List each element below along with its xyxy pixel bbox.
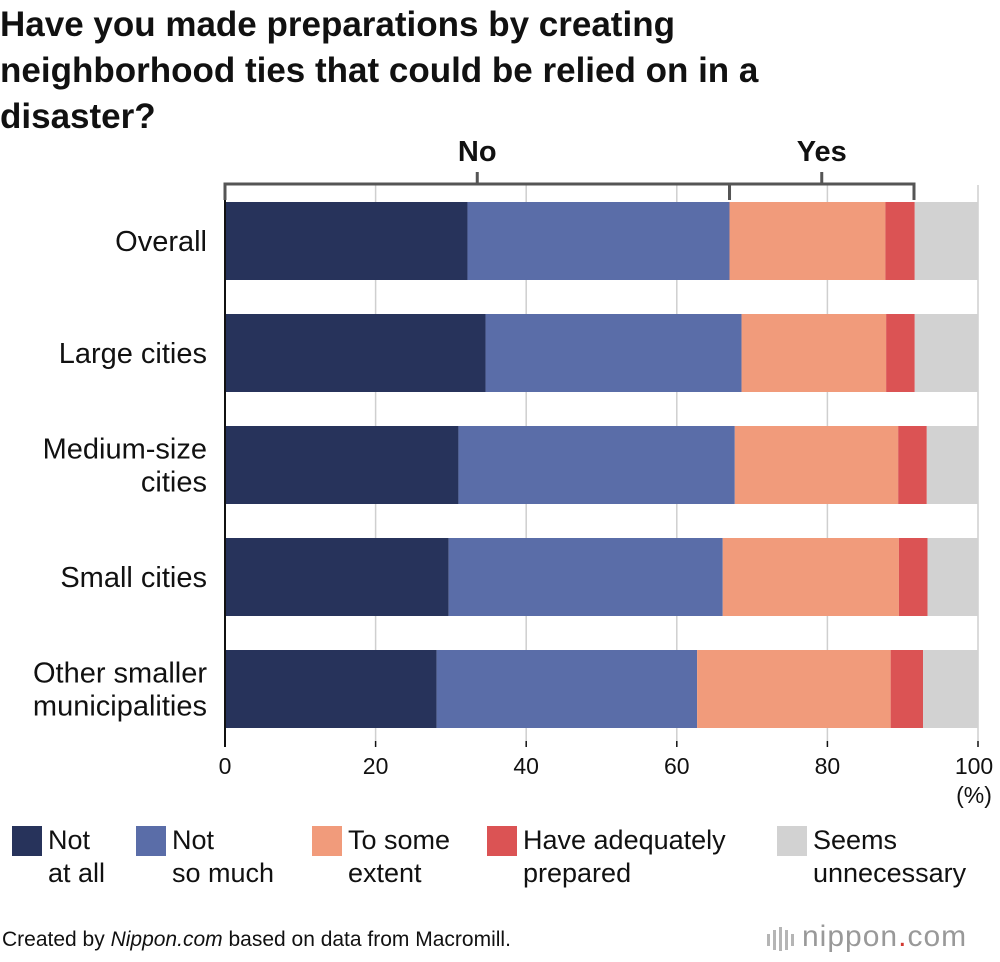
x-tick-label-80: 80 — [815, 753, 841, 779]
bar-segment-3-4 — [927, 538, 978, 616]
category-label-1: Large cities — [59, 338, 207, 370]
logo-tld: com — [907, 920, 968, 953]
group-label-no: No — [458, 136, 497, 168]
x-unit-label: (%) — [956, 782, 992, 808]
bar-segment-2-2 — [734, 426, 899, 504]
logo-text: nippon.com — [802, 920, 967, 954]
legend-label-not-so-much: Not so much — [172, 825, 275, 888]
bar-segment-4-2 — [697, 650, 891, 728]
bar-segment-0-3 — [885, 202, 915, 280]
legend-label-not-at-all: Not at all — [48, 825, 106, 888]
bar-segment-2-3 — [898, 426, 927, 504]
bar-segment-3-2 — [722, 538, 899, 616]
bar-segment-0-0 — [225, 202, 468, 280]
source-prefix: Created by — [2, 928, 111, 951]
group-bracket-yes — [728, 182, 916, 200]
bar-segment-0-1 — [467, 202, 730, 280]
bar-segment-2-0 — [225, 426, 459, 504]
legend-swatch-seems-unnecessary — [777, 826, 807, 856]
legend-label-to-some-extent: To some extent — [348, 825, 451, 888]
bar-segment-4-1 — [436, 650, 698, 728]
axes: 0 20 40 60 80 100 (%) — [219, 185, 993, 808]
source-suffix: based on data from Macromill. — [222, 928, 511, 951]
category-label-2-line-0: Medium-size — [43, 434, 207, 466]
x-tick-label-20: 20 — [363, 753, 389, 779]
bars — [225, 202, 978, 728]
legend-swatch-not-at-all — [12, 826, 42, 856]
bar-segment-1-1 — [485, 314, 742, 392]
logo-dot: . — [898, 920, 908, 953]
source-site: Nippon.com — [110, 928, 223, 951]
bar-segment-1-0 — [225, 314, 486, 392]
legend-swatch-have-adequately-prepared — [487, 826, 517, 856]
category-label-0: Overall — [115, 226, 207, 258]
legend-swatch-not-so-much — [136, 826, 166, 856]
group-label-yes: Yes — [797, 136, 847, 168]
legend-swatch-to-some-extent — [312, 826, 342, 856]
x-tick-label-60: 60 — [664, 753, 690, 779]
category-label-2-line-1: cities — [141, 467, 207, 499]
bar-segment-2-1 — [458, 426, 735, 504]
bar-segment-4-4 — [923, 650, 978, 728]
bar-segment-0-2 — [729, 202, 886, 280]
group-brackets: No Yes — [223, 136, 916, 200]
category-label-4-line-0: Other smaller — [33, 658, 207, 690]
source-note: Created by Nippon.com based on data from… — [2, 928, 511, 952]
bar-segment-3-1 — [448, 538, 723, 616]
x-tick-label-100: 100 — [955, 753, 993, 779]
group-bracket-no — [223, 182, 732, 200]
bar-segment-0-4 — [914, 202, 978, 280]
bar-segment-4-3 — [890, 650, 924, 728]
logo-mark-icon — [767, 927, 794, 951]
bar-segment-1-3 — [886, 314, 915, 392]
category-label-4-line-1: municipalities — [33, 691, 207, 723]
chart-title: Have you made preparations by creating n… — [0, 5, 759, 136]
bar-segment-1-4 — [914, 314, 978, 392]
bar-segment-1-2 — [741, 314, 887, 392]
logo-name: nippon — [802, 920, 899, 953]
nippon-logo: nippon.com — [766, 920, 996, 956]
legend: Not at all Not so much To some extent Ha… — [0, 825, 1000, 896]
bar-segment-2-4 — [926, 426, 978, 504]
legend-label-seems-unnecessary: Seems unnecessary — [813, 825, 967, 888]
bar-segment-4-0 — [225, 650, 437, 728]
legend-label-have-adequately-prepared: Have adequately prepared — [523, 825, 726, 888]
x-tick-label-0: 0 — [219, 753, 232, 779]
bar-segment-3-0 — [225, 538, 449, 616]
bar-segment-3-3 — [898, 538, 928, 616]
x-tick-label-40: 40 — [513, 753, 539, 779]
stacked-bar-chart: 0 20 40 60 80 100 (%) No Yes Overall Large citie… — [33, 136, 993, 808]
category-label-3: Small cities — [60, 562, 207, 594]
